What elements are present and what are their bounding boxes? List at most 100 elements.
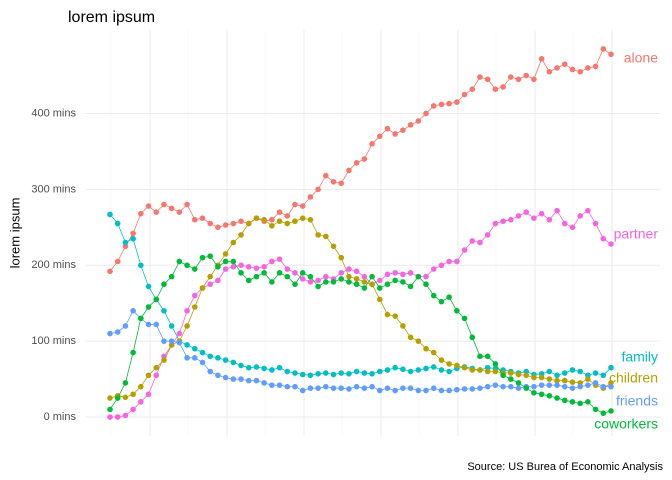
- data-point: [145, 372, 152, 379]
- data-point: [554, 377, 560, 384]
- data-point: [238, 376, 244, 382]
- data-point: [176, 209, 183, 215]
- data-point: [554, 207, 560, 214]
- series-label: friends: [616, 393, 658, 409]
- data-point: [145, 304, 152, 310]
- data-point: [253, 215, 260, 222]
- data-point: [215, 224, 221, 231]
- data-point: [508, 383, 514, 390]
- data-point: [477, 239, 483, 246]
- data-point: [423, 281, 429, 288]
- data-point: [577, 383, 583, 390]
- data-point: [592, 63, 599, 70]
- data-point: [230, 258, 237, 265]
- data-point: [515, 371, 522, 378]
- data-point: [454, 258, 460, 265]
- data-point: [307, 279, 314, 285]
- data-point: [361, 370, 368, 376]
- data-point: [554, 395, 560, 401]
- data-point: [184, 355, 190, 361]
- data-point: [122, 394, 129, 401]
- data-point: [199, 215, 206, 222]
- data-point: [191, 292, 198, 299]
- data-point: [384, 367, 391, 373]
- data-point: [292, 281, 298, 288]
- data-point: [454, 362, 460, 369]
- data-point: [130, 349, 136, 356]
- data-point: [392, 270, 398, 276]
- data-point: [461, 364, 468, 371]
- data-point: [461, 315, 468, 322]
- data-point: [269, 382, 275, 388]
- data-point: [438, 367, 445, 373]
- data-point: [376, 133, 383, 140]
- data-point: [438, 357, 445, 363]
- data-point: [438, 387, 445, 394]
- data-point: [423, 273, 429, 280]
- data-point: [546, 376, 553, 382]
- data-point: [222, 266, 229, 272]
- data-point: [469, 367, 476, 373]
- data-point: [531, 215, 537, 222]
- data-point: [145, 391, 152, 398]
- data-point: [608, 51, 614, 58]
- data-point: [384, 281, 391, 288]
- data-point: [245, 263, 252, 270]
- data-point: [245, 364, 252, 371]
- data-point: [561, 220, 568, 227]
- data-point: [461, 386, 468, 392]
- data-point: [238, 362, 244, 369]
- data-point: [145, 283, 152, 290]
- data-point: [407, 270, 414, 276]
- data-point: [592, 380, 599, 386]
- data-point: [384, 271, 391, 278]
- data-point: [569, 66, 576, 73]
- data-point: [261, 216, 267, 223]
- data-point: [484, 383, 491, 390]
- data-point: [292, 370, 298, 376]
- data-point: [523, 385, 530, 391]
- data-point: [292, 218, 298, 225]
- data-point: [292, 383, 298, 390]
- series-label: children: [609, 370, 658, 386]
- data-point: [153, 364, 160, 371]
- data-point: [484, 232, 491, 238]
- data-point: [145, 203, 152, 209]
- data-point: [561, 377, 568, 384]
- data-point: [284, 266, 291, 272]
- data-point: [353, 368, 360, 375]
- data-point: [138, 210, 144, 217]
- data-point: [199, 349, 206, 356]
- data-point: [191, 345, 198, 352]
- data-point: [515, 380, 522, 386]
- data-point: [107, 330, 113, 337]
- data-point: [577, 400, 583, 407]
- data-point: [446, 387, 452, 394]
- series-label: alone: [624, 50, 658, 66]
- data-point: [261, 380, 267, 386]
- y-tick-label: 300 mins: [31, 183, 76, 195]
- data-point: [353, 268, 360, 275]
- data-point: [407, 122, 414, 128]
- data-point: [353, 383, 360, 390]
- data-point: [122, 323, 129, 329]
- data-point: [430, 266, 437, 272]
- data-point: [353, 160, 360, 166]
- data-point: [585, 207, 591, 214]
- data-point: [114, 220, 121, 227]
- data-point: [114, 329, 121, 335]
- data-point: [484, 353, 491, 360]
- data-point: [461, 91, 468, 98]
- data-point: [446, 361, 452, 367]
- data-point: [253, 377, 260, 384]
- data-point: [477, 367, 483, 373]
- series-line: [109, 255, 612, 414]
- data-point: [330, 243, 337, 250]
- data-point: [130, 235, 136, 242]
- data-point: [561, 397, 568, 404]
- data-point: [546, 68, 553, 75]
- series-label: partner: [614, 226, 659, 242]
- data-point: [230, 376, 237, 382]
- data-point: [346, 167, 352, 174]
